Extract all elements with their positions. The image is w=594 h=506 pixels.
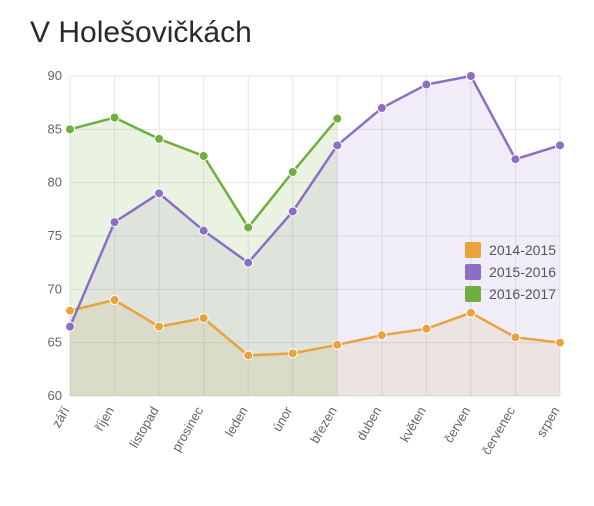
data-point (422, 80, 431, 89)
y-tick-label: 85 (48, 121, 62, 136)
x-tick-label: únor (269, 403, 295, 434)
legend-swatch (465, 264, 481, 280)
chart-container: 60 65 70 75 80 85 90 září říjen listopadprosinec l… (30, 66, 570, 486)
data-point (288, 349, 297, 358)
x-tick-label: leden (222, 404, 251, 439)
legend-label: 2016-2017 (489, 286, 556, 302)
x-tick-label: říjen (92, 404, 118, 433)
y-tick-label: 70 (48, 281, 62, 296)
data-point (110, 113, 119, 122)
legend-label: 2015-2016 (489, 264, 556, 280)
data-point (466, 308, 475, 317)
legend-label: 2014-2015 (489, 242, 556, 258)
y-tick-label: 75 (48, 228, 62, 243)
data-point (244, 258, 253, 267)
data-point (244, 223, 253, 232)
data-point (244, 351, 253, 360)
legend-item[interactable]: 2015-2016 (465, 264, 556, 280)
x-tick-label: červen (441, 404, 474, 445)
x-tick-label: září (49, 404, 73, 431)
x-tick-label: duben (353, 404, 384, 443)
x-tick-label: prosinec (169, 404, 207, 454)
data-point (288, 168, 297, 177)
data-point (511, 155, 520, 164)
data-point (199, 152, 208, 161)
legend-swatch (465, 242, 481, 258)
x-tick-label: listopad (126, 404, 161, 450)
data-point (511, 333, 520, 342)
data-point (199, 226, 208, 235)
page-title: V Holešovičkách (30, 16, 574, 50)
legend-item[interactable]: 2016-2017 (465, 286, 556, 302)
x-tick-label: březen (307, 404, 340, 446)
y-tick-label: 90 (48, 68, 62, 83)
data-point (377, 104, 386, 113)
data-point (333, 141, 342, 150)
y-tick-label: 80 (48, 175, 62, 190)
data-point (110, 296, 119, 305)
data-point (66, 322, 75, 331)
data-point (199, 314, 208, 323)
x-tick-label: srpen (533, 404, 562, 440)
data-point (110, 218, 119, 227)
data-point (66, 306, 75, 315)
data-point (155, 322, 164, 331)
data-point (377, 331, 386, 340)
data-point (333, 114, 342, 123)
data-point (155, 189, 164, 198)
x-tick-label: červenec (479, 404, 519, 458)
legend-swatch (465, 286, 481, 302)
y-tick-label: 65 (48, 335, 62, 350)
chart-page: V Holešovičkách 60657075808590záříříjenl… (0, 0, 594, 506)
legend-item[interactable]: 2014-2015 (465, 242, 556, 258)
x-tick-label: květen (397, 404, 429, 445)
data-point (155, 134, 164, 143)
y-tick-label: 60 (48, 388, 62, 403)
data-point (556, 338, 565, 347)
data-point (422, 324, 431, 333)
data-point (66, 125, 75, 134)
data-point (333, 340, 342, 349)
data-point (556, 141, 565, 150)
data-point (288, 207, 297, 216)
data-point (466, 72, 475, 81)
chart-legend: 2014-2015 2015-2016 2016-2017 (465, 236, 556, 308)
